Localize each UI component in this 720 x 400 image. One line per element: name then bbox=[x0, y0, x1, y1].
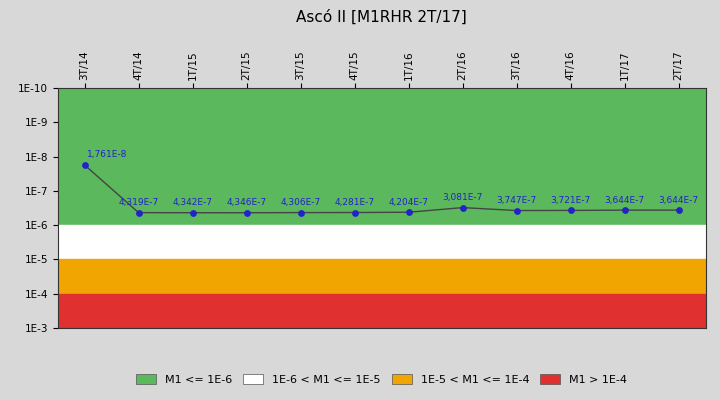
Bar bbox=[58, 88, 706, 225]
Point bbox=[240, 210, 253, 216]
Text: 4,319E-7: 4,319E-7 bbox=[119, 198, 158, 207]
Text: 1,761E-8: 1,761E-8 bbox=[87, 150, 127, 160]
Point bbox=[187, 210, 199, 216]
Bar bbox=[58, 260, 706, 294]
Text: 4,204E-7: 4,204E-7 bbox=[389, 198, 428, 207]
Bar bbox=[58, 294, 706, 328]
Point bbox=[132, 210, 144, 216]
Title: Ascó II [M1RHR 2T/17]: Ascó II [M1RHR 2T/17] bbox=[296, 9, 467, 24]
Bar bbox=[58, 225, 706, 260]
Text: 4,281E-7: 4,281E-7 bbox=[335, 198, 374, 207]
Point bbox=[295, 209, 307, 216]
Text: 4,342E-7: 4,342E-7 bbox=[173, 198, 212, 207]
Text: 4,306E-7: 4,306E-7 bbox=[281, 198, 320, 207]
Legend: M1 <= 1E-6, 1E-6 < M1 <= 1E-5, 1E-5 < M1 <= 1E-4, M1 > 1E-4: M1 <= 1E-6, 1E-6 < M1 <= 1E-5, 1E-5 < M1… bbox=[132, 370, 631, 390]
Point bbox=[565, 207, 577, 214]
Text: 3,644E-7: 3,644E-7 bbox=[605, 196, 644, 204]
Point bbox=[673, 207, 685, 213]
Text: 3,747E-7: 3,747E-7 bbox=[497, 196, 536, 205]
Text: 3,721E-7: 3,721E-7 bbox=[551, 196, 590, 205]
Point bbox=[78, 162, 91, 168]
Point bbox=[511, 207, 523, 214]
Text: 4,346E-7: 4,346E-7 bbox=[227, 198, 266, 207]
Text: 3,644E-7: 3,644E-7 bbox=[659, 196, 698, 204]
Point bbox=[619, 207, 631, 213]
Point bbox=[403, 209, 415, 216]
Point bbox=[349, 209, 361, 216]
Point bbox=[457, 204, 469, 211]
Text: 3,081E-7: 3,081E-7 bbox=[442, 193, 483, 202]
